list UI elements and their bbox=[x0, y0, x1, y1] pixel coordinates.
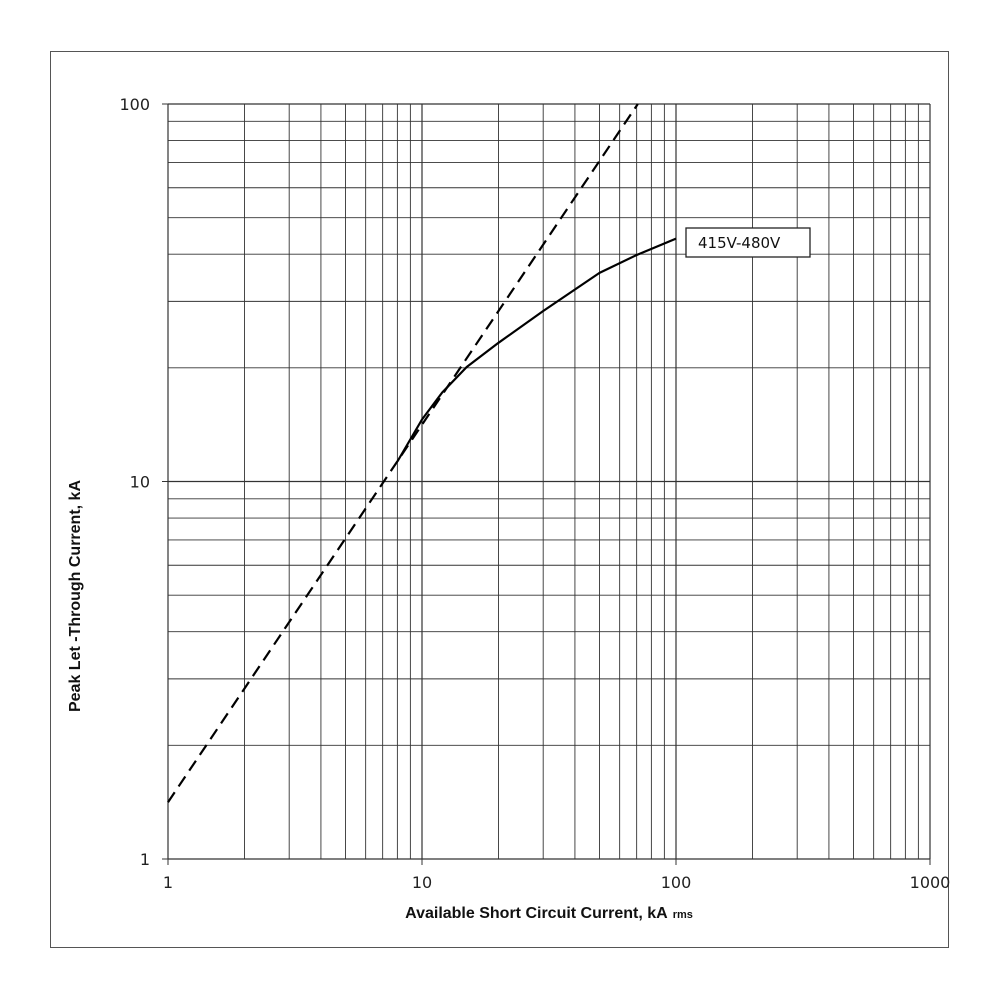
grid bbox=[167, 103, 931, 860]
y-tick-label: 1 bbox=[140, 850, 150, 869]
ticks: 1 10 100 1000 1 10 100 bbox=[119, 95, 950, 892]
legend-label: 415V-480V bbox=[698, 234, 781, 252]
y-tick-label: 100 bbox=[119, 95, 150, 114]
series-line-415v-480v bbox=[396, 237, 677, 463]
x-tick-label: 1 bbox=[163, 873, 173, 892]
x-axis-label: Available Short Circuit Current, kA rms bbox=[405, 905, 693, 922]
series bbox=[167, 103, 677, 803]
x-tick-label: 100 bbox=[661, 873, 692, 892]
legend-box: 415V-480V bbox=[685, 227, 811, 258]
x-axis-label-sub: rms bbox=[673, 909, 693, 921]
x-tick-label: 10 bbox=[412, 873, 432, 892]
chart-frame bbox=[50, 51, 949, 948]
x-tick-label: 1000 bbox=[910, 873, 951, 892]
y-axis-label: Peak Let -Through Current, kA bbox=[67, 480, 84, 712]
y-tick-label: 10 bbox=[130, 473, 150, 492]
x-axis-label-main: Available Short Circuit Current, kA bbox=[405, 905, 668, 922]
